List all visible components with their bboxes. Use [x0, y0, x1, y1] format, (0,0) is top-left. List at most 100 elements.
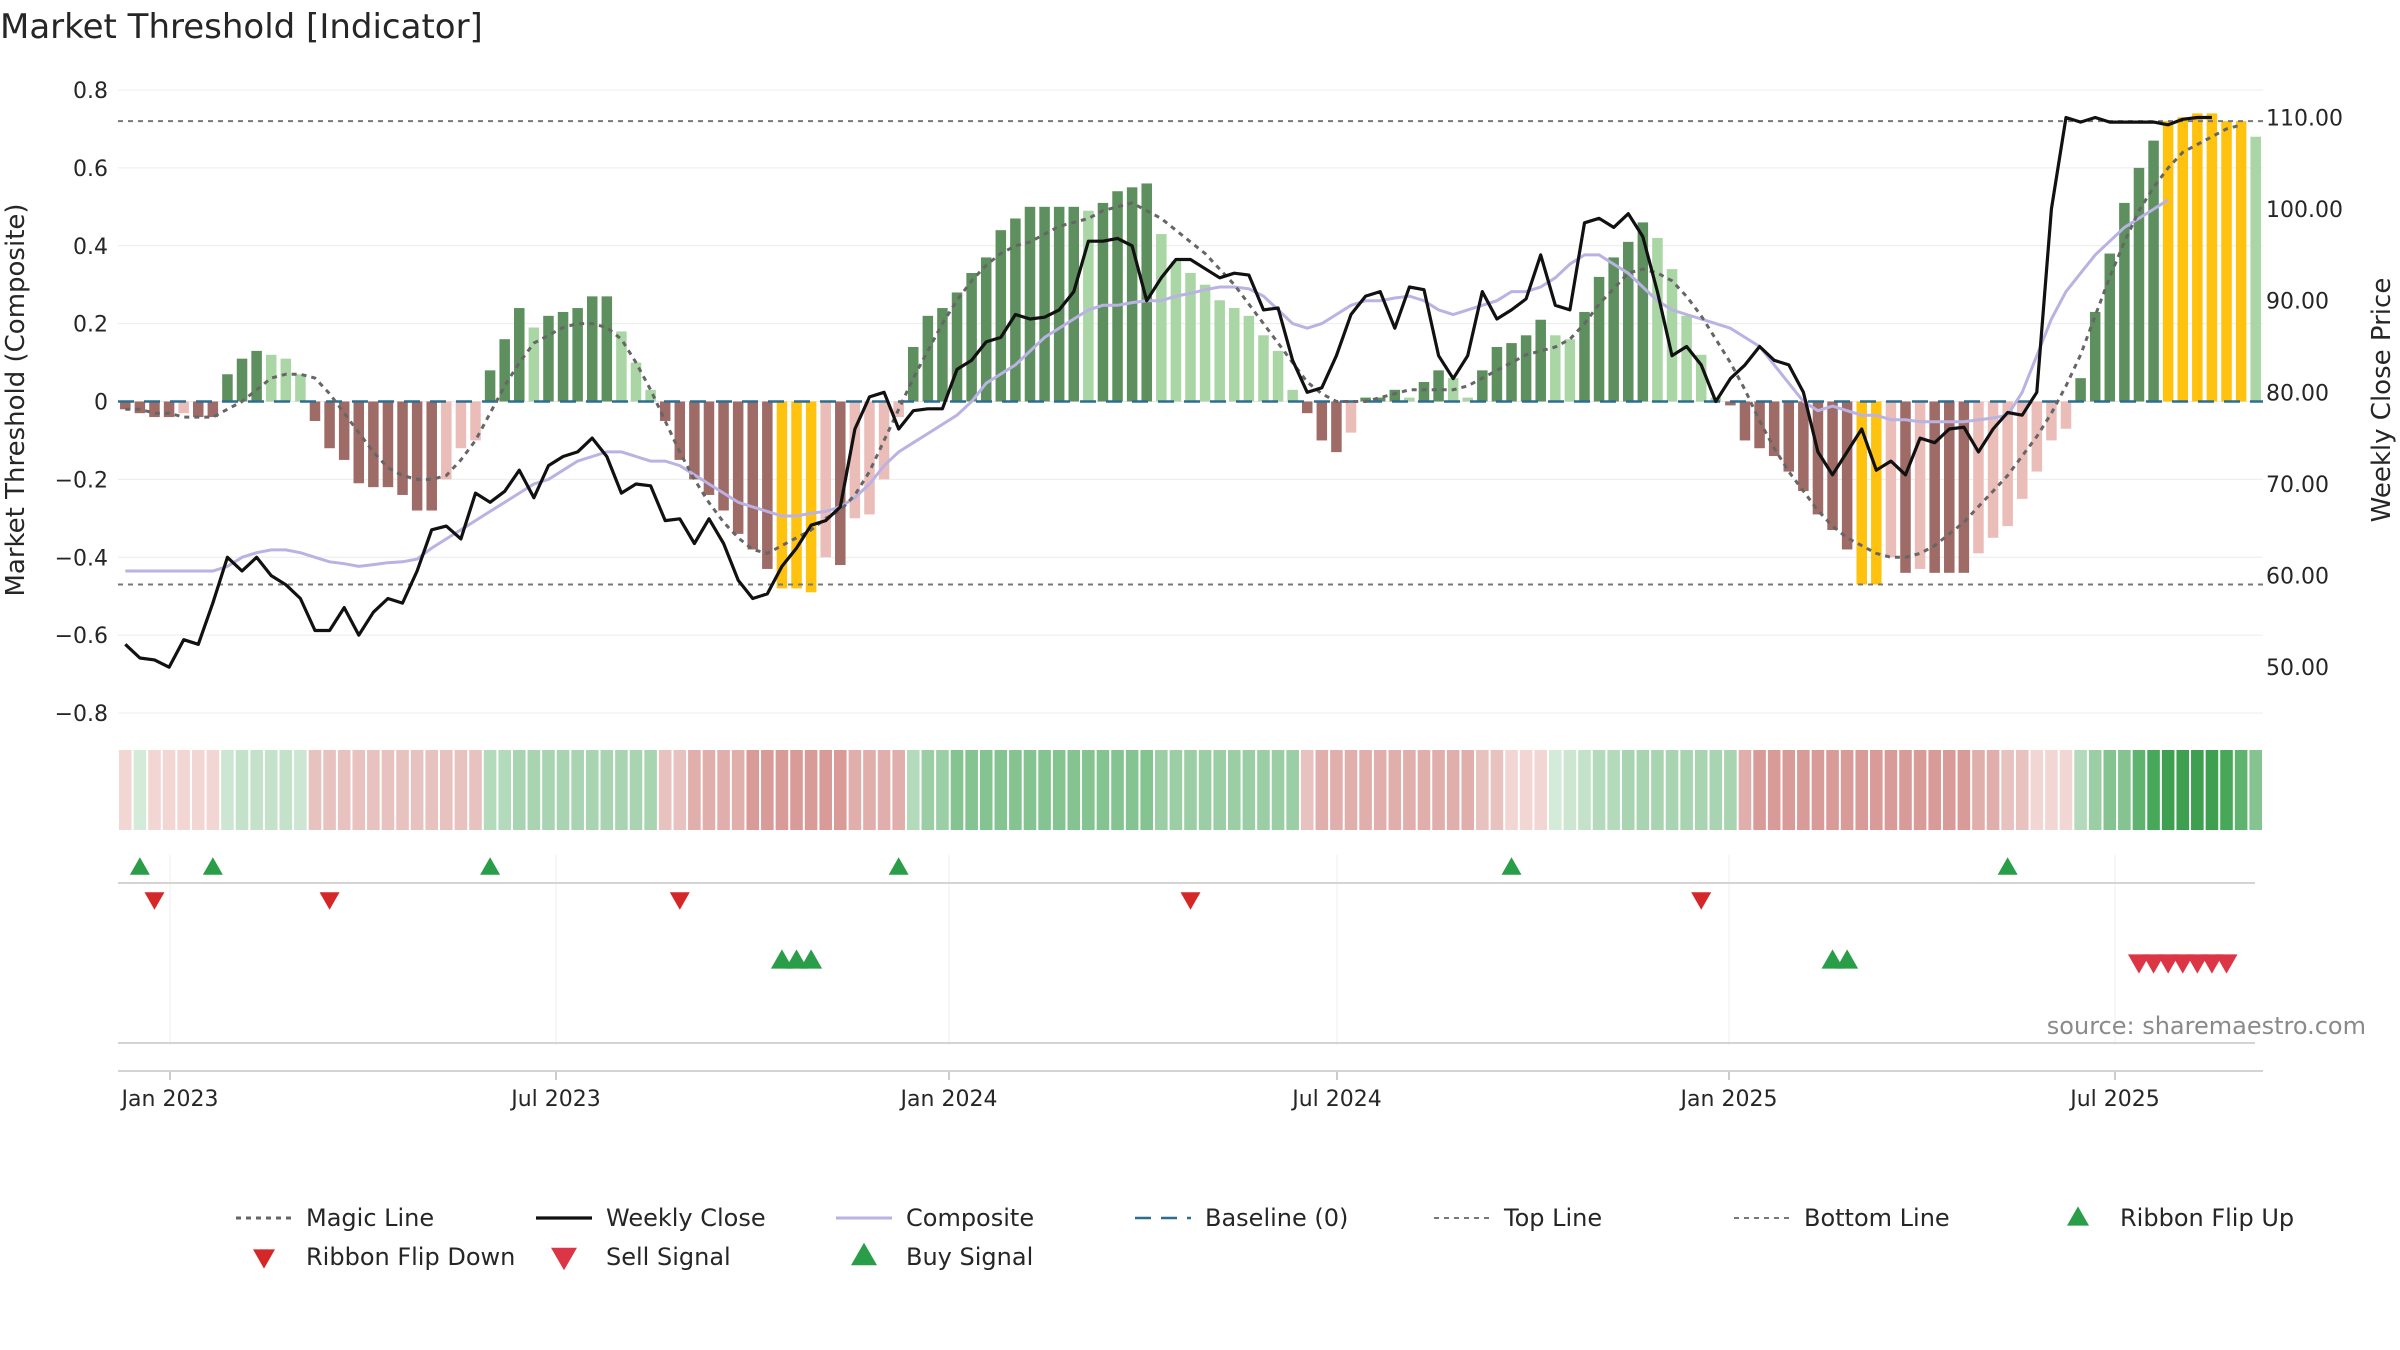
ribbon-cell [1519, 750, 1533, 830]
ribbon-cell [965, 750, 978, 830]
histogram-bar [1418, 382, 1430, 402]
ribbon-cell [1592, 750, 1606, 830]
histogram-bar [1958, 401, 1970, 573]
ribbon-cell [294, 750, 307, 830]
histogram-bar [2235, 121, 2247, 402]
ribbon-cell [1607, 750, 1620, 830]
ribbon-cell [1680, 750, 1693, 830]
histogram-bar [1141, 183, 1152, 402]
x-tick-label: Jan 2023 [120, 1087, 219, 1112]
histogram-bar [922, 315, 934, 402]
histogram-bar [1812, 401, 1824, 515]
histogram-bar [1798, 401, 1809, 492]
histogram-bar [1739, 401, 1751, 441]
ribbon-flip-down-marker [144, 892, 165, 910]
histogram-bar [1506, 343, 1517, 402]
legend-label: Magic Line [306, 1204, 434, 1232]
histogram-bar [222, 374, 233, 402]
left-tick-label: −0.6 [55, 624, 108, 649]
ribbon-cell [498, 750, 511, 830]
ribbon-cell [906, 750, 920, 830]
histogram-bar [1827, 401, 1838, 530]
weekly-close-line [124, 115, 2212, 669]
histogram-bar [1185, 273, 1196, 402]
sell-signal-marker [2171, 954, 2194, 974]
ribbon-cell [1942, 750, 1956, 830]
sell-signal-marker [2186, 954, 2209, 974]
ribbon-cell [1899, 750, 1912, 830]
buy-signal-marker [1836, 949, 1859, 969]
ribbon-cell [1227, 750, 1241, 830]
ribbon-cell [1082, 750, 1095, 830]
legend-label: Ribbon Flip Down [306, 1243, 515, 1271]
ribbon-cell [1359, 750, 1372, 830]
ribbon-cell [1155, 750, 1168, 830]
histogram-bar [1462, 397, 1473, 402]
ribbon-cell [396, 750, 409, 830]
right-tick-label: 80.00 [2266, 381, 2329, 406]
legend-label: Baseline (0) [1205, 1204, 1348, 1232]
ribbon-cell [1461, 750, 1475, 830]
histogram-bar [543, 315, 554, 402]
ribbon-cell [746, 750, 760, 830]
ribbon-cell [819, 750, 832, 830]
histogram-bar [1126, 187, 1138, 402]
ribbon-cell [1855, 750, 1869, 830]
sell-signal-marker [2157, 954, 2180, 974]
ribbon-cell [264, 750, 278, 830]
histogram-bar [411, 401, 423, 511]
left-tick-label: 0.2 [73, 313, 108, 338]
histogram-bar [397, 401, 408, 495]
histogram-bar [2162, 121, 2174, 402]
sell-signal-marker [2215, 954, 2238, 974]
ribbon-cell [936, 750, 949, 830]
ribbon-cell [2118, 750, 2131, 830]
signal-markers [129, 857, 2238, 1271]
ribbon-cell [1330, 750, 1343, 830]
ribbon-cell [2030, 750, 2044, 830]
histogram-bar [601, 296, 613, 402]
histogram-bar [1579, 311, 1590, 402]
ribbon-cell [2045, 750, 2058, 830]
ribbon-cell [323, 750, 336, 830]
ribbon-cell [425, 750, 439, 830]
ribbon-cell [1476, 750, 1489, 830]
right-tick-label: 50.00 [2266, 656, 2329, 681]
histogram-bar [455, 401, 467, 449]
source-text: source: sharemaestro.com [2047, 1012, 2366, 1040]
ribbon-cell [921, 750, 935, 830]
ribbon-cell [994, 750, 1008, 830]
ribbon-cell [1052, 750, 1066, 830]
ribbon-cell [1242, 750, 1256, 830]
ribbon-cell [206, 750, 220, 830]
ribbon-cell [454, 750, 468, 830]
ribbon-cell [731, 750, 745, 830]
histogram-bar [1316, 401, 1328, 441]
ribbon-cell [1797, 750, 1810, 830]
histogram-bar [820, 401, 831, 558]
ribbon-cell [1271, 750, 1285, 830]
histogram-bar [1885, 401, 1897, 558]
histogram-bar [1637, 222, 1649, 402]
magic-line [125, 123, 2242, 559]
ribbon-cell [892, 750, 905, 830]
ribbon-cell [2147, 750, 2160, 830]
ribbon-cell [1811, 750, 1825, 830]
histogram-bar [236, 358, 248, 402]
ribbon-cell [1417, 750, 1431, 830]
ribbon-cell [1388, 750, 1402, 830]
ribbon-cell [337, 750, 351, 830]
ribbon-cell [1505, 750, 1518, 830]
ribbon-cell [483, 750, 497, 830]
ribbon-cell [834, 750, 847, 830]
left-tick-label: 0.8 [73, 79, 108, 104]
histogram-bar [776, 401, 788, 589]
histogram-bar [995, 230, 1007, 402]
ribbon-cell [469, 750, 482, 830]
histogram-bar [1068, 206, 1080, 402]
ribbon-cell [761, 750, 774, 830]
histogram-bar [514, 308, 525, 402]
ribbon-cell [1621, 750, 1635, 830]
ribbon-cell [717, 750, 730, 830]
